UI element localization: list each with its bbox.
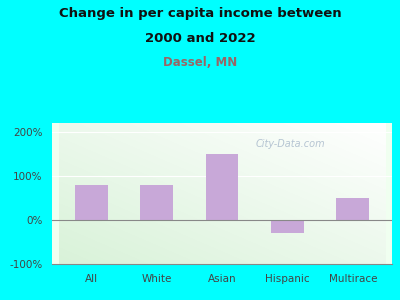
Text: Change in per capita income between: Change in per capita income between (59, 8, 341, 20)
Bar (75, 185, 108, 220)
Bar (206, 154, 238, 220)
Text: City-Data.com: City-Data.com (255, 139, 325, 149)
Text: Dassel, MN: Dassel, MN (163, 56, 237, 68)
Bar (336, 198, 369, 220)
Bar (140, 185, 173, 220)
Text: 2000 and 2022: 2000 and 2022 (145, 32, 255, 44)
Bar (271, 220, 304, 233)
